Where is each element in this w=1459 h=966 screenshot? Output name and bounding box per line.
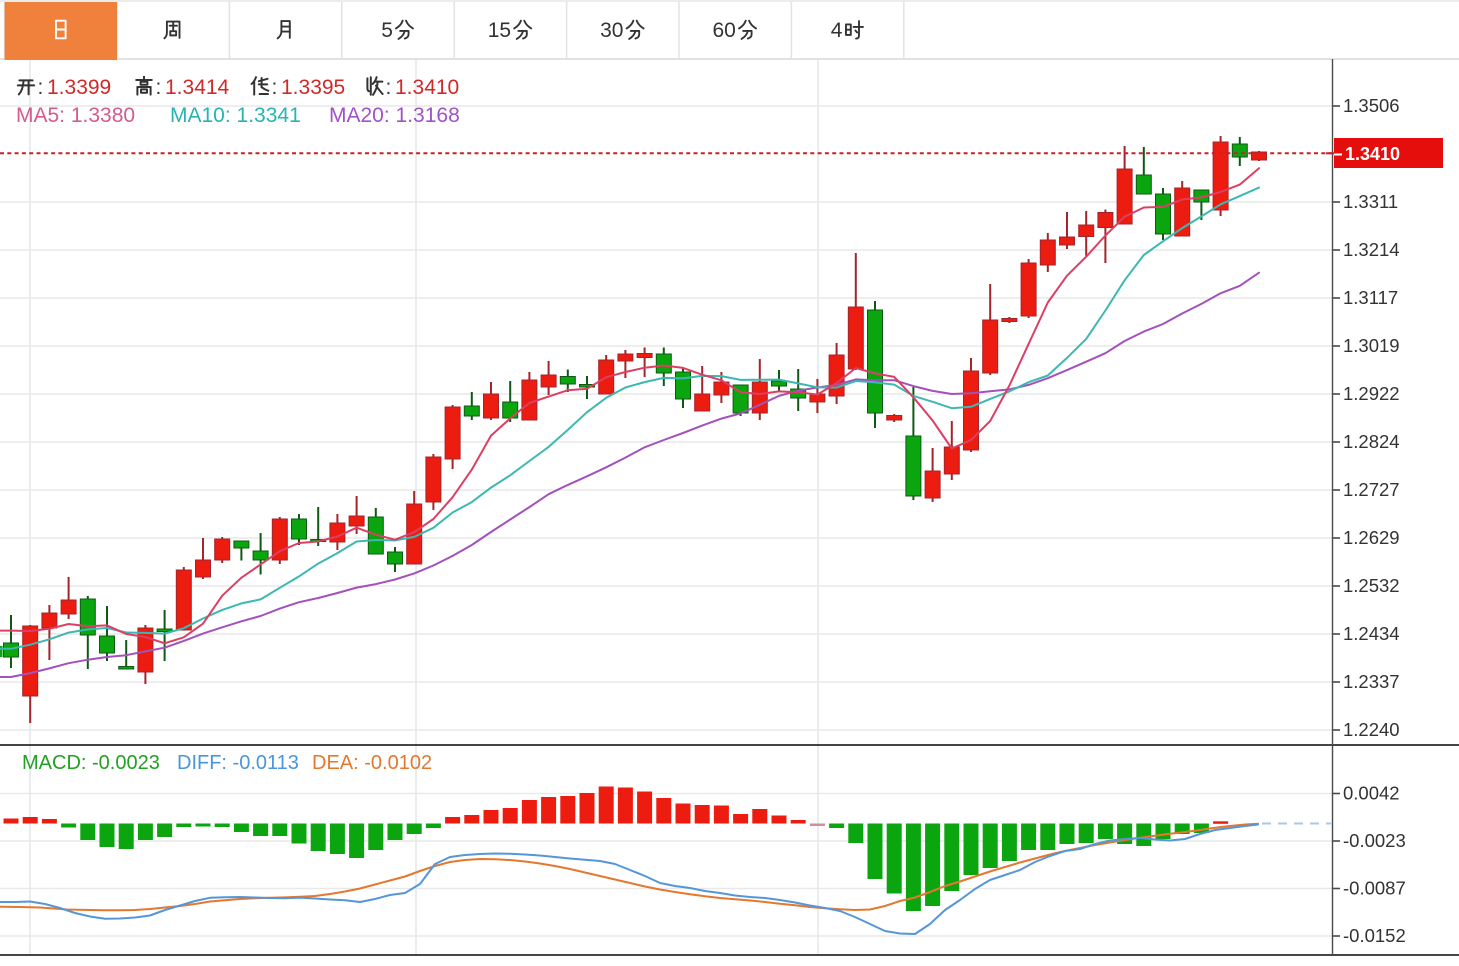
svg-text:1.2629: 1.2629 (1343, 527, 1400, 548)
svg-text:1.2922: 1.2922 (1343, 383, 1400, 404)
svg-text:DIFF: -0.0113: DIFF: -0.0113 (177, 752, 299, 774)
svg-text:1.2337: 1.2337 (1343, 671, 1400, 692)
svg-text:1.2434: 1.2434 (1343, 623, 1400, 644)
svg-text:1.3395: 1.3395 (281, 76, 345, 99)
svg-text:MA10: 1.3341: MA10: 1.3341 (170, 104, 301, 127)
svg-text:1.3311: 1.3311 (1343, 191, 1398, 212)
svg-text:1.2727: 1.2727 (1343, 479, 1400, 500)
svg-text:-0.0152: -0.0152 (1343, 925, 1406, 946)
svg-text:1.3410: 1.3410 (1345, 144, 1400, 164)
svg-text:15: 15 (488, 19, 511, 42)
svg-text:MACD: -0.0023: MACD: -0.0023 (22, 752, 160, 774)
svg-text:1.2824: 1.2824 (1343, 431, 1400, 452)
svg-text:1.3117: 1.3117 (1343, 287, 1398, 308)
svg-text:MA20: 1.3168: MA20: 1.3168 (329, 104, 460, 127)
svg-text:1.2532: 1.2532 (1343, 575, 1400, 596)
svg-text:1.3019: 1.3019 (1343, 335, 1400, 356)
svg-text:DEA: -0.0102: DEA: -0.0102 (312, 752, 432, 774)
svg-text:1.3214: 1.3214 (1343, 239, 1400, 260)
svg-text:-0.0023: -0.0023 (1343, 830, 1406, 851)
svg-text::: : (272, 76, 278, 99)
svg-text:5: 5 (381, 19, 393, 42)
svg-text:30: 30 (600, 19, 623, 42)
svg-text::: : (156, 76, 162, 99)
svg-text:4: 4 (831, 19, 843, 42)
svg-text:1.2240: 1.2240 (1343, 719, 1400, 740)
svg-text:1.3410: 1.3410 (395, 76, 459, 99)
svg-text:1.3506: 1.3506 (1343, 95, 1400, 116)
svg-text::: : (386, 76, 392, 99)
svg-text:1.3399: 1.3399 (47, 76, 111, 99)
svg-text:0.0042: 0.0042 (1343, 783, 1400, 804)
svg-text:-0.0087: -0.0087 (1343, 878, 1406, 899)
svg-text:MA5: 1.3380: MA5: 1.3380 (16, 104, 135, 127)
svg-text:60: 60 (713, 19, 736, 42)
svg-text::: : (38, 76, 44, 99)
svg-text:1.3414: 1.3414 (165, 76, 230, 99)
